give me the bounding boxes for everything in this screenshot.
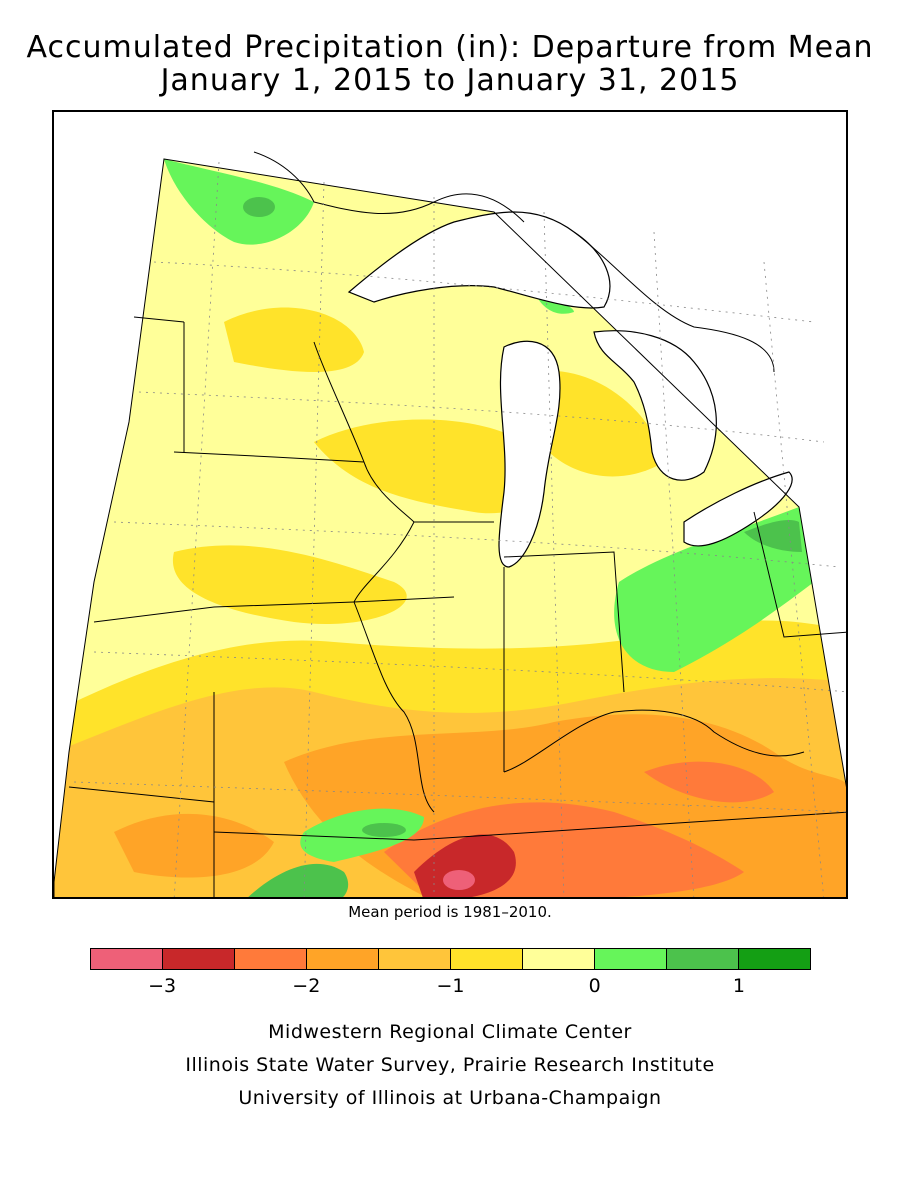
canada-land [253, 151, 775, 373]
latitude-line [153, 261, 815, 323]
surplus-zone [243, 197, 275, 217]
state-border [313, 341, 365, 463]
legend-swatch [91, 949, 163, 969]
departure-zone [644, 761, 774, 803]
departure-zone [224, 307, 364, 372]
legend-tick-label: −3 [148, 975, 177, 997]
legend-swatch [307, 949, 379, 969]
legend-swatch [739, 949, 810, 969]
legend-tick-label: −2 [292, 975, 321, 997]
state-border [133, 316, 185, 323]
map-date-range: January 1, 2015 to January 31, 2015 [160, 63, 740, 98]
graticule [73, 161, 846, 897]
surplus-zone [614, 507, 814, 672]
departure-zone [534, 370, 664, 477]
state-border [173, 451, 365, 463]
longitude-line [763, 261, 825, 897]
legend-swatch [667, 949, 739, 969]
legend-tick-label: 1 [732, 975, 745, 997]
border-line [573, 231, 775, 373]
surplus-zone [164, 159, 314, 245]
color-legend [90, 948, 811, 970]
departure-zone [443, 870, 475, 890]
state-border [503, 551, 625, 693]
lake-superior [347, 211, 611, 309]
lake-erie [683, 471, 793, 547]
longitude-line [543, 211, 565, 897]
legend-tick-labels: −3 −2 −1 0 1 [0, 975, 900, 999]
legend-swatch [235, 949, 307, 969]
credit-uiuc: University of Illinois at Urbana-Champai… [238, 1087, 662, 1109]
border-line [253, 151, 525, 223]
region-outline [54, 158, 846, 897]
legend-tick-label: −1 [436, 975, 465, 997]
state-border [363, 461, 494, 523]
state-borders [68, 316, 846, 897]
legend-swatch [163, 949, 235, 969]
great-lakes [347, 211, 793, 568]
legend-swatch [595, 949, 667, 969]
state-border [93, 596, 455, 623]
legend-swatch [451, 949, 523, 969]
legend-swatch [379, 949, 451, 969]
lake-michigan [498, 340, 561, 568]
state-border [68, 786, 215, 803]
state-border [503, 709, 805, 773]
map-title: Accumulated Precipitation (in): Departur… [26, 30, 874, 65]
surplus-zone [300, 808, 424, 862]
longitude-line [303, 181, 325, 897]
map-graphic [54, 151, 846, 897]
departure-zone [414, 834, 516, 897]
legend-swatch [523, 949, 595, 969]
state-border [353, 521, 435, 813]
state-border [753, 511, 846, 638]
state-border [213, 811, 846, 841]
surplus-zone [744, 520, 802, 552]
lake-huron [593, 330, 717, 481]
departure-zone [314, 419, 547, 514]
surplus-zone [244, 864, 349, 897]
surplus-zone [362, 823, 406, 837]
credit-mrcc: Midwestern Regional Climate Center [268, 1021, 632, 1043]
latitude-line [73, 781, 846, 813]
departure-zone [172, 545, 407, 624]
longitude-line [173, 161, 220, 897]
credit-isws: Illinois State Water Survey, Prairie Res… [185, 1054, 715, 1076]
legend-tick-label: 0 [588, 975, 601, 997]
mean-period-note: Mean period is 1981–2010. [348, 903, 552, 921]
precipitation-map [52, 110, 848, 899]
departure-zone [114, 813, 274, 878]
